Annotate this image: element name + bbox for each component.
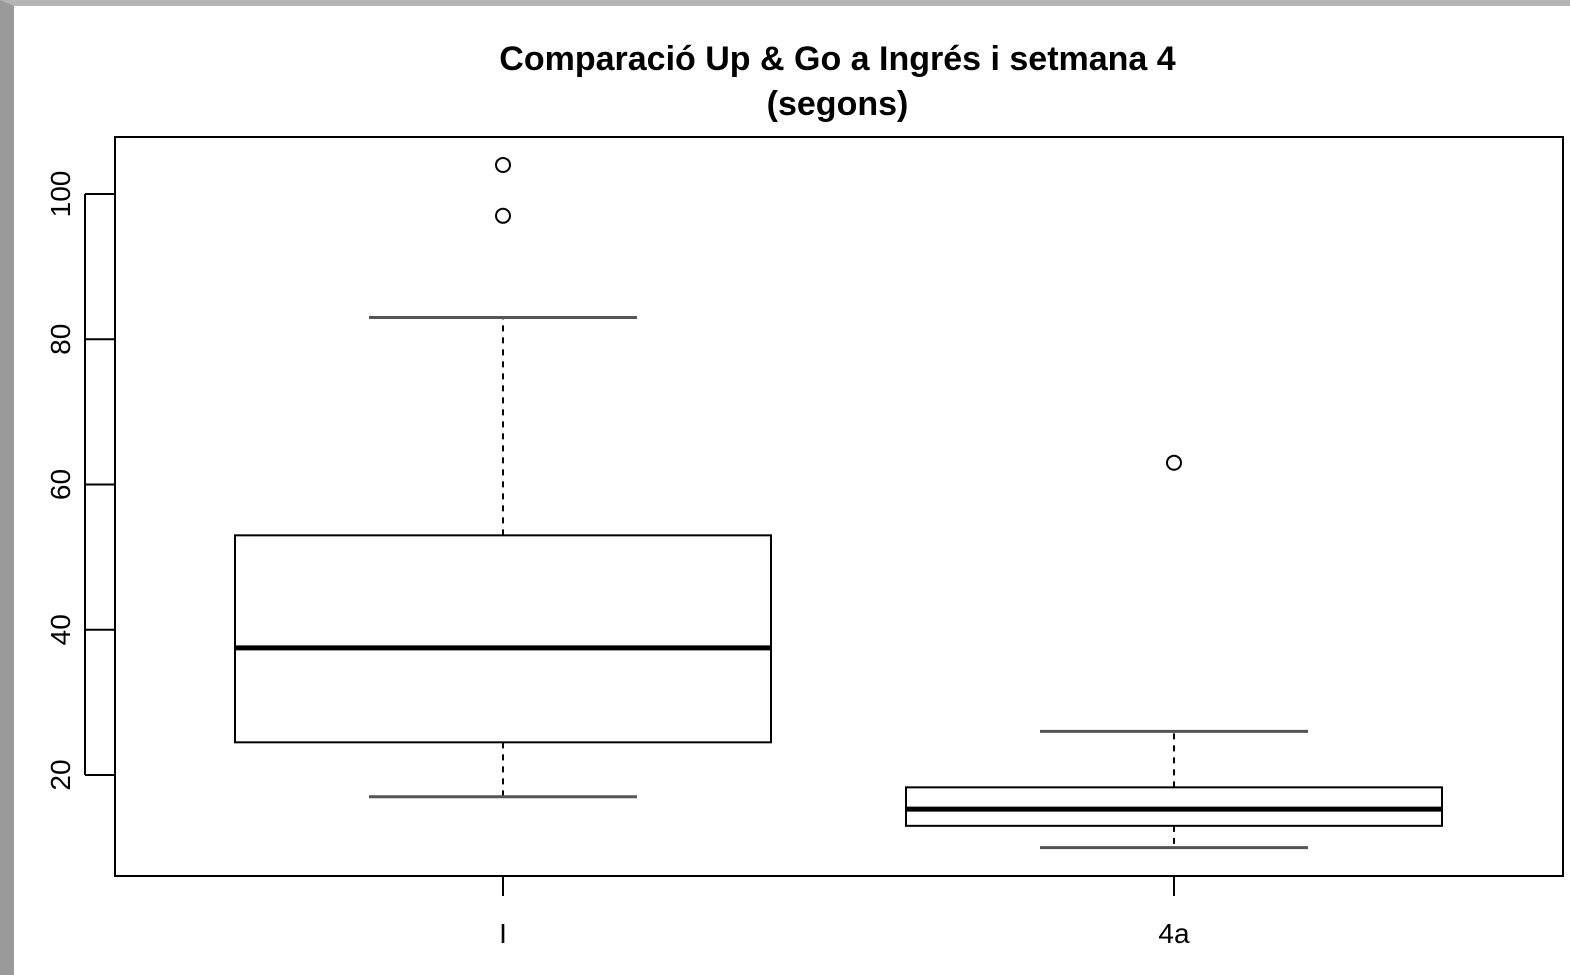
plot-area-border <box>114 136 1564 877</box>
y-tick-label-40: 40 <box>45 614 76 645</box>
x-tick-label-4a: 4a <box>1158 918 1190 949</box>
y-tick-label-80: 80 <box>45 324 76 355</box>
iqr-box-4a <box>905 786 1443 827</box>
y-tick-label-100: 100 <box>45 171 76 218</box>
outlier-I-0 <box>495 207 511 224</box>
y-axis: 20 40 60 80 100 <box>45 171 115 791</box>
x-axis: I 4a <box>499 876 1190 949</box>
outlier-4a-0 <box>1166 454 1182 471</box>
outlier-I-1 <box>495 156 511 173</box>
chart-title: Comparació Up & Go a Ingrés i setmana 4 <box>499 40 1176 78</box>
boxes <box>234 156 1443 850</box>
box-4a <box>905 454 1443 850</box>
y-tick-label-20: 20 <box>45 759 76 790</box>
y-tick-label-60: 60 <box>45 469 76 500</box>
chart-subtitle: (segons) <box>766 85 909 123</box>
box-I <box>234 156 772 799</box>
iqr-box-I <box>234 534 772 744</box>
x-tick-label-I: I <box>499 918 507 949</box>
